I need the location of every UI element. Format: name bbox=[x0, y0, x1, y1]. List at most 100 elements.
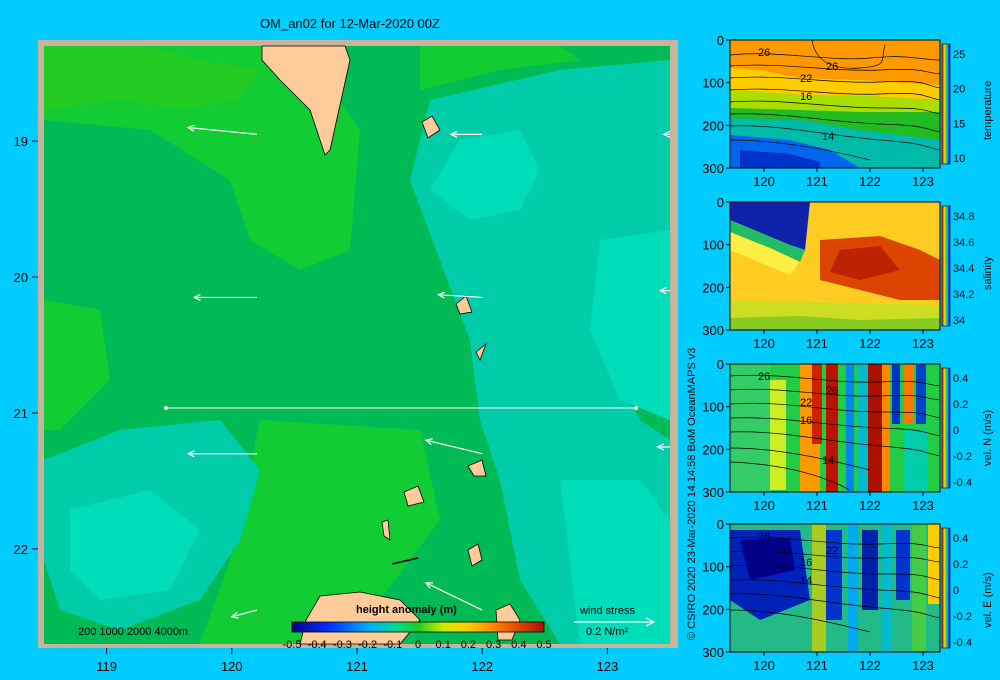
vel-east-cb-label: vel. E (m/s) bbox=[982, 572, 994, 628]
panel-contour-label: 26 bbox=[758, 371, 770, 383]
panel-y-tick-label: 100 bbox=[702, 76, 724, 91]
panel-colorbar-tick-label: 34.2 bbox=[953, 289, 974, 301]
colorbar-tick-label: 0.4 bbox=[511, 639, 526, 651]
panel-contour-label: 16 bbox=[800, 91, 812, 103]
panel-colorbar-tick-label: -0.2 bbox=[953, 611, 972, 623]
wind-vector bbox=[186, 450, 257, 458]
chart-title: OM_an02 for 12-Mar-2020 00Z bbox=[260, 16, 440, 31]
panel-contour-label: 26 bbox=[826, 61, 838, 73]
panel-x-tick-label: 122 bbox=[859, 658, 881, 673]
height-anomaly-colorbar-ticks: -0.5 -0.4 -0.3 -0.2 -0.1 0 0.1 0.2 0.3 0.4 0.5 bbox=[283, 639, 552, 651]
colorbar-tick-label: 0.3 bbox=[486, 639, 501, 651]
panel-x-tick-label: 121 bbox=[806, 174, 828, 189]
map-x-tick-label: 120 bbox=[221, 659, 243, 674]
depth-legend: 200 1000 2000 4000m bbox=[78, 626, 189, 638]
panel-colorbar-tick-label: 34 bbox=[953, 315, 965, 327]
panel-contour-label: 14 bbox=[822, 131, 834, 143]
colorbar-tick-label: 0.5 bbox=[536, 639, 551, 651]
wind-vector bbox=[662, 130, 671, 138]
wind-vector bbox=[424, 438, 483, 455]
panel-colorbar-tick-label: 25 bbox=[953, 49, 965, 61]
panel-x-tick-label: 123 bbox=[912, 336, 934, 351]
panel-contour-label: 16 bbox=[800, 557, 812, 569]
wind-stress-scale: 0.2 N/m² bbox=[586, 626, 629, 638]
panel-x-tick-label: 122 bbox=[859, 336, 881, 351]
map-y-tick-label: 20 bbox=[14, 270, 28, 285]
panel-contour-label: 26 bbox=[826, 385, 838, 397]
panel-x-tick-label: 122 bbox=[859, 498, 881, 513]
panel-contour-label: 26 bbox=[758, 531, 770, 543]
wind-vector bbox=[424, 582, 483, 611]
panel-colorbar-tick-label: 34.4 bbox=[953, 263, 974, 275]
section-panel-ticks: 0 100 200 300 120 121 122 123 25 20 15 10 26 26 22 16 14… bbox=[702, 33, 974, 673]
panel-y-tick-label: 0 bbox=[717, 357, 724, 372]
map-x-tick-label: 123 bbox=[597, 659, 619, 674]
panel-colorbar-tick-label: -0.4 bbox=[953, 477, 972, 489]
panel-y-tick-label: 200 bbox=[702, 602, 724, 617]
panel-colorbar-tick-label: 20 bbox=[953, 84, 965, 96]
panel-y-tick-label: 300 bbox=[702, 323, 724, 338]
panel-x-tick-label: 120 bbox=[753, 336, 775, 351]
panel-colorbar-tick-label: -0.4 bbox=[953, 637, 972, 649]
panel-colorbar-tick-label: 34.8 bbox=[953, 211, 974, 223]
vel-east-panel bbox=[729, 523, 951, 653]
vel-north-panel bbox=[729, 363, 951, 493]
panel-x-tick-label: 121 bbox=[806, 658, 828, 673]
panel-x-tick-label: 123 bbox=[912, 658, 934, 673]
wind-stress-legend-arrow bbox=[574, 617, 656, 627]
temperature-cb-label: temperature bbox=[982, 80, 994, 140]
wind-vector bbox=[658, 287, 670, 295]
panel-colorbar-tick-label: 0.4 bbox=[953, 373, 968, 385]
panel-x-tick-label: 123 bbox=[912, 498, 934, 513]
height-anomaly-colorbar bbox=[291, 621, 545, 633]
panel-y-tick-label: 300 bbox=[702, 485, 724, 500]
wind-vector bbox=[449, 130, 483, 138]
panel-colorbar-tick-label: -0.2 bbox=[953, 451, 972, 463]
wind-vectors bbox=[186, 124, 671, 627]
credit-text: © CSIRO 2020 23-Mar-2020 14:14:58 BoM Oc… bbox=[686, 347, 698, 640]
panel-contour-label: 16 bbox=[800, 415, 812, 427]
salinity-panel bbox=[729, 201, 951, 331]
temperature-panel bbox=[729, 39, 951, 169]
panel-colorbar-tick-label: 0.4 bbox=[953, 533, 968, 545]
map-x-tick-label: 121 bbox=[346, 659, 368, 674]
map-field bbox=[44, 45, 670, 645]
colorbar-tick-label: 0 bbox=[415, 639, 421, 651]
panel-contour-label: 26 bbox=[758, 47, 770, 59]
panel-colorbar-tick-label: 0 bbox=[953, 585, 959, 597]
panel-contour-label: 14 bbox=[800, 575, 812, 587]
panel-contour-label: 22 bbox=[826, 545, 838, 557]
salinity-cb-label: salinity bbox=[982, 256, 994, 290]
panel-y-tick-label: 100 bbox=[702, 400, 724, 415]
map-y-tick-label: 22 bbox=[14, 542, 28, 557]
panel-y-tick-label: 300 bbox=[702, 645, 724, 660]
map-x-tick-label: 119 bbox=[96, 659, 117, 674]
panel-colorbar-tick-label: 0.2 bbox=[953, 399, 968, 411]
panel-contour-label: 22 bbox=[800, 73, 812, 85]
panel-y-tick-label: 0 bbox=[717, 195, 724, 210]
colorbar-tick-label: 0.1 bbox=[436, 639, 451, 651]
panel-y-tick-label: 0 bbox=[717, 33, 724, 48]
colorbar-tick-label: -0.3 bbox=[333, 639, 352, 651]
panel-x-tick-label: 120 bbox=[753, 658, 775, 673]
panel-y-tick-label: 200 bbox=[702, 280, 724, 295]
panel-colorbar-tick-label: 0.2 bbox=[953, 559, 968, 571]
colorbar-tick-label: -0.5 bbox=[283, 639, 302, 651]
panel-colorbar-tick-label: 10 bbox=[953, 153, 965, 165]
wind-stress-label: wind stress bbox=[580, 605, 636, 617]
colorbar-title: height anomaly (m) bbox=[356, 604, 457, 616]
wind-vector bbox=[192, 293, 257, 302]
map-y-tick-label: 21 bbox=[14, 406, 28, 421]
panel-x-tick-label: 121 bbox=[806, 336, 828, 351]
map-y-ticks: 22 21 20 19 bbox=[14, 134, 38, 557]
vel-north-cb-label: vel. N (m/s) bbox=[982, 409, 994, 466]
panel-contour-label: 14 bbox=[822, 455, 834, 467]
wind-vector bbox=[230, 609, 257, 619]
colorbar-tick-label: -0.2 bbox=[358, 639, 377, 651]
panel-colorbar-tick-label: 0 bbox=[953, 425, 959, 437]
colorbar-tick-label: -0.4 bbox=[308, 639, 327, 651]
panel-colorbar-tick-label: 15 bbox=[953, 118, 965, 130]
map-x-ticks: 119 120 121 122 123 bbox=[96, 648, 618, 674]
panel-x-tick-label: 123 bbox=[912, 174, 934, 189]
